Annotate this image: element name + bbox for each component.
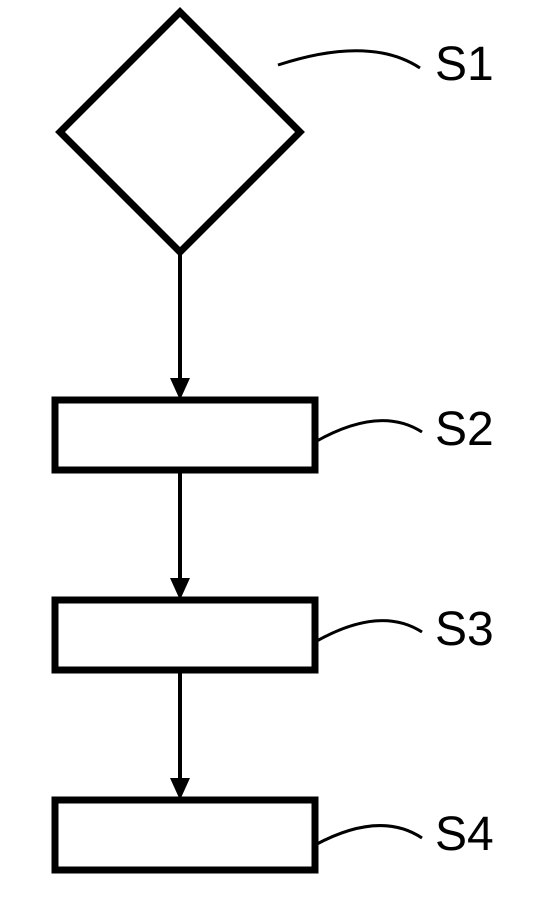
node-S1: S1: [60, 12, 494, 252]
edge-S1-S2: [170, 252, 190, 400]
node-S4: S4: [55, 800, 494, 870]
node-S2: S2: [55, 400, 494, 470]
label-S2: S2: [435, 403, 494, 456]
label-S4: S4: [435, 808, 494, 861]
edge-S3-S4: [170, 670, 190, 800]
edge-S2-S3: [170, 470, 190, 600]
label-S3: S3: [435, 603, 494, 656]
label-S1: S1: [435, 38, 494, 91]
flowchart-canvas: S1 S2 S3 S4: [0, 0, 542, 909]
node-S3: S3: [55, 600, 494, 670]
